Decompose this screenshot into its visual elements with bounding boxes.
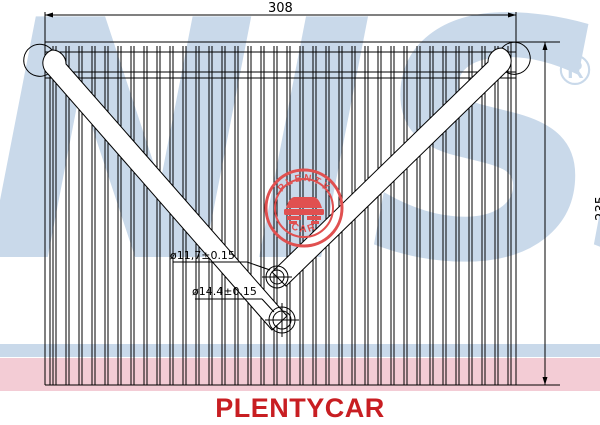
car-silhouette-icon: [284, 197, 324, 224]
outlet-pipe-bend: [501, 41, 531, 75]
core-outline: [44, 42, 517, 386]
stamp-bottom-text: CAR: [290, 221, 317, 235]
dimension-label-height: 235: [594, 196, 600, 221]
dimension-height: [512, 41, 560, 386]
pipe-assembly: [23, 41, 531, 331]
inlet-pipe: [42, 49, 288, 331]
dimension-leaders: [173, 261, 275, 313]
core-header-lines: [45, 41, 516, 79]
svg-text:CAR: CAR: [290, 221, 319, 235]
inlet-pipe-bend: [23, 43, 53, 77]
dimension-width: [44, 12, 517, 46]
dimension-label-port-large: ø14.4±0.15: [192, 285, 257, 298]
brand-label: PLENTYCAR: [215, 392, 385, 423]
plentycar-stamp: PLENTY CAR: [264, 168, 344, 248]
port-fittings: [262, 262, 299, 337]
dimension-label-port-small: ø11,7±0.15: [170, 249, 235, 262]
dimension-label-width: 308: [268, 1, 293, 16]
outlet-pipe: [271, 47, 512, 287]
fin-array: [52, 46, 512, 385]
